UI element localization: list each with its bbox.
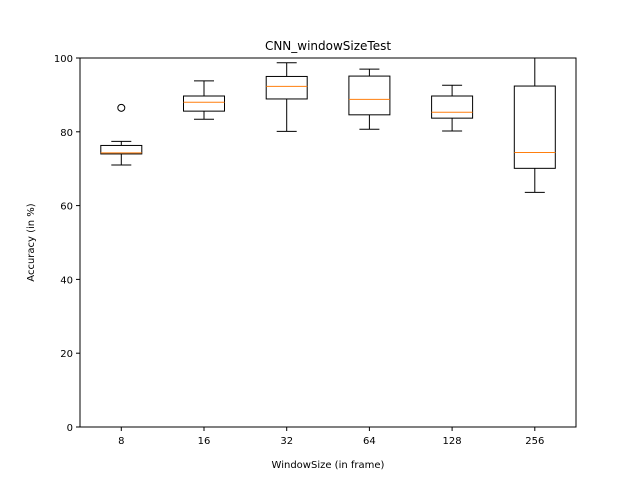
y-axis: 0 20 40 60 80 100 (54, 54, 80, 434)
x-tick-label: 32 (280, 436, 293, 447)
iqr-box (100, 144, 143, 155)
y-tick-label: 80 (60, 128, 73, 139)
x-tick-label: 8 (118, 436, 124, 447)
box-128 (431, 84, 474, 132)
x-tick-label: 256 (525, 436, 544, 447)
box-8 (100, 103, 143, 166)
iqr-box (513, 85, 556, 169)
x-axis: 8 16 32 64 128 256 (118, 427, 544, 447)
y-tick-label: 20 (60, 349, 73, 360)
box-plots (100, 57, 556, 193)
iqr-box (348, 75, 391, 116)
y-tick-label: 60 (60, 202, 73, 213)
x-tick-label: 16 (198, 436, 211, 447)
iqr-box (431, 95, 474, 119)
chart-title: CNN_windowSizeTest (265, 39, 391, 53)
y-tick-label: 0 (67, 423, 73, 434)
box-256 (513, 57, 556, 193)
plot-area (79, 57, 577, 428)
iqr-box (265, 75, 308, 100)
y-axis-label: Accuracy (in %) (26, 203, 37, 282)
box-16 (183, 80, 225, 120)
box-64 (348, 68, 391, 130)
x-axis-label: WindowSize (in frame) (272, 460, 385, 471)
y-tick-label: 100 (54, 54, 73, 65)
box-32 (265, 62, 308, 132)
x-tick-label: 64 (363, 436, 376, 447)
iqr-box (183, 95, 225, 112)
x-tick-label: 128 (443, 436, 462, 447)
y-tick-label: 40 (60, 275, 73, 286)
outlier-point (117, 103, 126, 112)
